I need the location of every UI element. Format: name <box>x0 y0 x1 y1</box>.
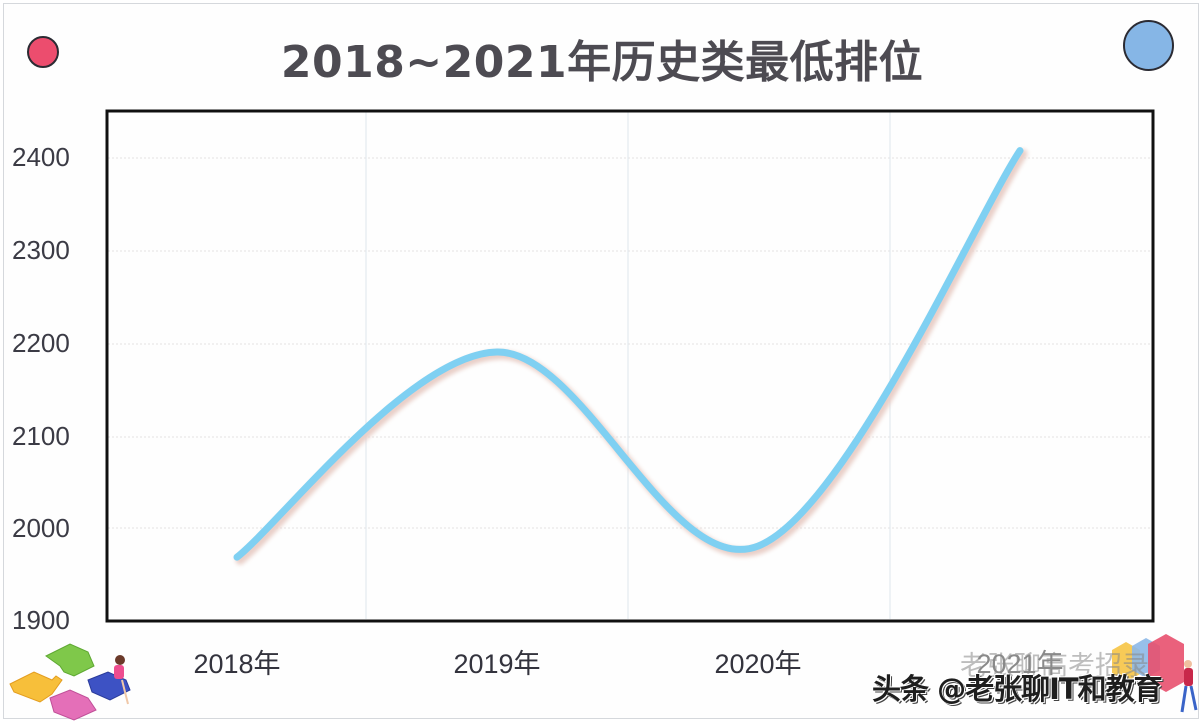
y-tick-label: 2100 <box>12 421 70 451</box>
plot-frame <box>105 109 1155 623</box>
x-tick-label: 2021年 <box>976 649 1064 679</box>
decorative-red-dot-icon <box>27 36 59 68</box>
y-tick-label: 2200 <box>12 328 70 358</box>
y-tick-label: 2000 <box>12 513 70 543</box>
chart-title: 2018~2021年历史类最低排位 <box>280 37 924 88</box>
x-tick-label: 2018年 <box>193 649 281 679</box>
y-tick-label: 1900 <box>12 605 70 635</box>
chart-card <box>3 3 1199 719</box>
series-line <box>233 147 1024 561</box>
vertical-gridlines <box>365 112 891 619</box>
x-tick-label: 2019年 <box>453 649 541 679</box>
watermark-ghost-text: 老张聊高考招录 <box>960 651 1149 682</box>
y-tick-label: 2400 <box>12 142 70 172</box>
puzzle-illustration-icon <box>9 643 131 721</box>
y-tick-label: 2300 <box>12 235 70 265</box>
watermark-text: 头条 @老张聊IT和教育 <box>872 672 1163 706</box>
decorative-blue-dot-icon <box>1123 20 1174 71</box>
horizontal-gridlines <box>108 157 1152 529</box>
hexagon-figure-illustration-icon <box>1112 634 1198 713</box>
x-tick-label: 2020年 <box>714 649 802 679</box>
